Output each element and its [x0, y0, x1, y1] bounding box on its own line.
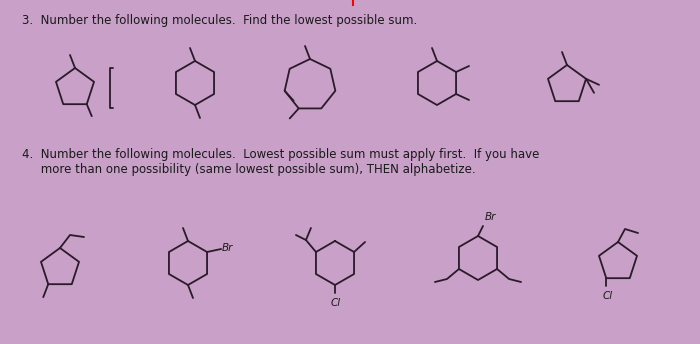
- Text: Cl: Cl: [602, 291, 612, 301]
- Text: 4.  Number the following molecules.  Lowest possible sum must apply first.  If y: 4. Number the following molecules. Lowes…: [22, 148, 540, 161]
- Text: Br: Br: [485, 212, 496, 222]
- Text: 3.  Number the following molecules.  Find the lowest possible sum.: 3. Number the following molecules. Find …: [22, 14, 417, 27]
- Text: Cl: Cl: [331, 298, 341, 308]
- Text: Br: Br: [222, 243, 233, 253]
- Text: more than one possibility (same lowest possible sum), THEN alphabetize.: more than one possibility (same lowest p…: [22, 163, 475, 176]
